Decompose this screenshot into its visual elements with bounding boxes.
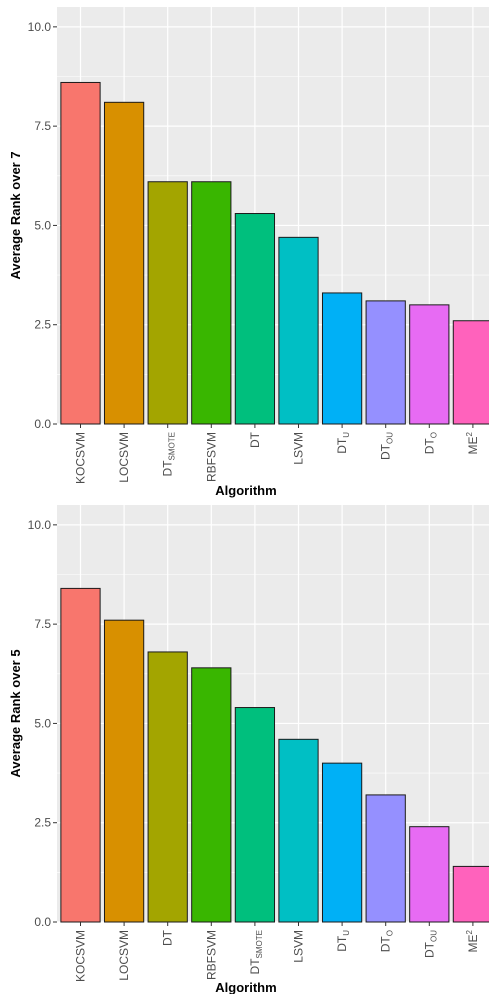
y-tick-label: 2.5 <box>34 816 51 830</box>
x-category-label: KOCSVM <box>74 930 88 982</box>
bar <box>103 101 145 425</box>
y-tick-label: 10.0 <box>28 518 52 532</box>
bar <box>60 587 101 923</box>
x-category-label: KOCSVM <box>74 432 88 484</box>
bar <box>278 236 319 425</box>
y-tick-label: 5.0 <box>34 218 51 232</box>
bar <box>147 651 188 923</box>
x-category-label: LSVM <box>292 930 306 963</box>
x-axis-title: Algorithm <box>215 483 276 498</box>
bar <box>191 181 232 425</box>
x-category-label: DT <box>248 431 262 448</box>
x-category-label: DTOU <box>422 930 438 958</box>
bar <box>103 619 145 923</box>
bar <box>234 213 276 425</box>
x-category-label: DTSMOTE <box>248 930 264 974</box>
bar <box>365 794 406 923</box>
x-category-label: LOCSVM <box>117 432 131 483</box>
x-category-label: DTO <box>422 432 438 454</box>
y-tick-label: 10.0 <box>28 20 52 34</box>
bar <box>147 181 188 425</box>
bar <box>365 300 406 425</box>
x-category-label: DTSMOTE <box>161 432 177 476</box>
y-tick-label: 7.5 <box>34 119 51 133</box>
bar <box>321 292 363 425</box>
y-tick-label: 5.0 <box>34 716 51 730</box>
bar <box>60 81 101 425</box>
x-category-label: DTU <box>335 432 351 454</box>
bar <box>321 762 363 923</box>
y-tick-label: 0.0 <box>34 417 51 431</box>
chart-top: 0.0 2.5 5.0 7.5 10.0 KOCSVM LOCSVM DTSMOTE RBFSV… <box>8 7 489 498</box>
y-tick-label: 2.5 <box>34 318 51 332</box>
x-category-label: DTU <box>335 930 351 952</box>
y-axis-title: Average Rank over 7 <box>8 151 23 279</box>
x-category-label: DTO <box>379 930 395 952</box>
bar <box>452 865 489 923</box>
x-category-label: LOCSVM <box>117 930 131 981</box>
bar <box>234 707 276 923</box>
x-category-label: RBFSVM <box>204 930 218 980</box>
y-axis-title: Average Rank over 5 <box>8 649 23 777</box>
bar <box>452 320 489 425</box>
x-category-label: DTOU <box>379 432 395 460</box>
bar <box>409 304 450 425</box>
x-category-label: ME2 <box>465 929 480 952</box>
x-category-label: RBFSVM <box>204 432 218 482</box>
y-tick-label: 7.5 <box>34 617 51 631</box>
bar <box>409 826 450 923</box>
x-axis-title: Algorithm <box>215 980 276 994</box>
x-category-label: LSVM <box>292 432 306 465</box>
y-tick-label: 0.0 <box>34 915 51 929</box>
chart-bottom: 0.0 2.5 5.0 7.5 10.0 KOCSVM LOCSVM DT RBFSVM DTSM… <box>8 505 489 994</box>
x-category-label: ME2 <box>465 431 480 454</box>
bar <box>278 738 319 923</box>
bar <box>191 667 232 923</box>
x-category-label: DT <box>161 929 175 946</box>
